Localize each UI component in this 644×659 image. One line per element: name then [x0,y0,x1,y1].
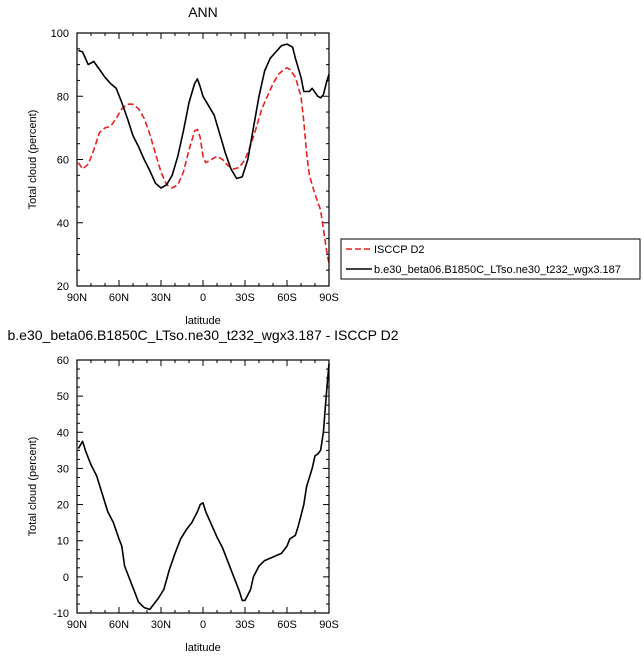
y-tick-label: 80 [57,91,69,103]
panel-annual-total-cloud: ANN 90N 60N 30N 0 30S 60S 90S 20 40 60 80 100 latit… [27,4,339,327]
y-tick-label: 100 [51,28,69,40]
series-line-0 [77,67,330,265]
x-tick-label: 30S [235,292,255,304]
x-tick-label: 90S [319,619,339,631]
chart-title: ANN [188,4,218,20]
panel-difference: b.e30_beta06.B1850C_LTso.ne30_t232_wgx3.… [8,327,399,654]
x-tick-label: 90N [67,619,87,631]
x-axis-label: latitude [185,642,220,654]
y-tick-label: 40 [57,218,69,230]
y-axis-label: Total cloud (percent) [27,437,39,537]
y-tick-label: 40 [57,427,69,439]
x-tick-label: 60N [109,292,129,304]
y-axis-label: Total cloud (percent) [27,110,39,210]
legend: ISCCP D2 b.e30_beta06.B1850C_LTso.ne30_t… [340,238,641,280]
x-tick-label: 30N [151,619,171,631]
x-tick-label: 60S [277,292,297,304]
y-tick-label: 60 [57,355,69,367]
y-tick-label: 50 [57,391,69,403]
x-axis-label: latitude [185,315,220,327]
series-line-1 [78,43,330,189]
x-tick-label: 30S [235,619,255,631]
legend-box [340,238,641,280]
x-tick-label: 90S [319,292,339,304]
chart-title: b.e30_beta06.B1850C_LTso.ne30_t232_wgx3.… [8,327,399,343]
x-tick-label: 30N [151,292,171,304]
y-tick-label: 10 [57,536,69,548]
x-tick-label: 0 [200,619,206,631]
x-tick-label: 90N [67,292,87,304]
x-tick-label: 60N [109,619,129,631]
y-tick-label: 60 [57,155,69,167]
y-tick-label: -10 [53,608,69,620]
y-tick-label: 0 [63,572,69,584]
x-tick-label: 0 [200,292,206,304]
series-line-0 [77,363,330,611]
y-tick-label: 30 [57,463,69,475]
legend-label-isccp: ISCCP D2 [374,244,425,256]
plot-frame [76,32,330,287]
x-tick-label: 60S [277,619,297,631]
legend-label-model: b.e30_beta06.B1850C_LTso.ne30_t232_wgx3.… [374,264,621,276]
y-tick-label: 20 [57,281,69,293]
plot-frame [76,359,330,614]
y-tick-label: 20 [57,500,69,512]
